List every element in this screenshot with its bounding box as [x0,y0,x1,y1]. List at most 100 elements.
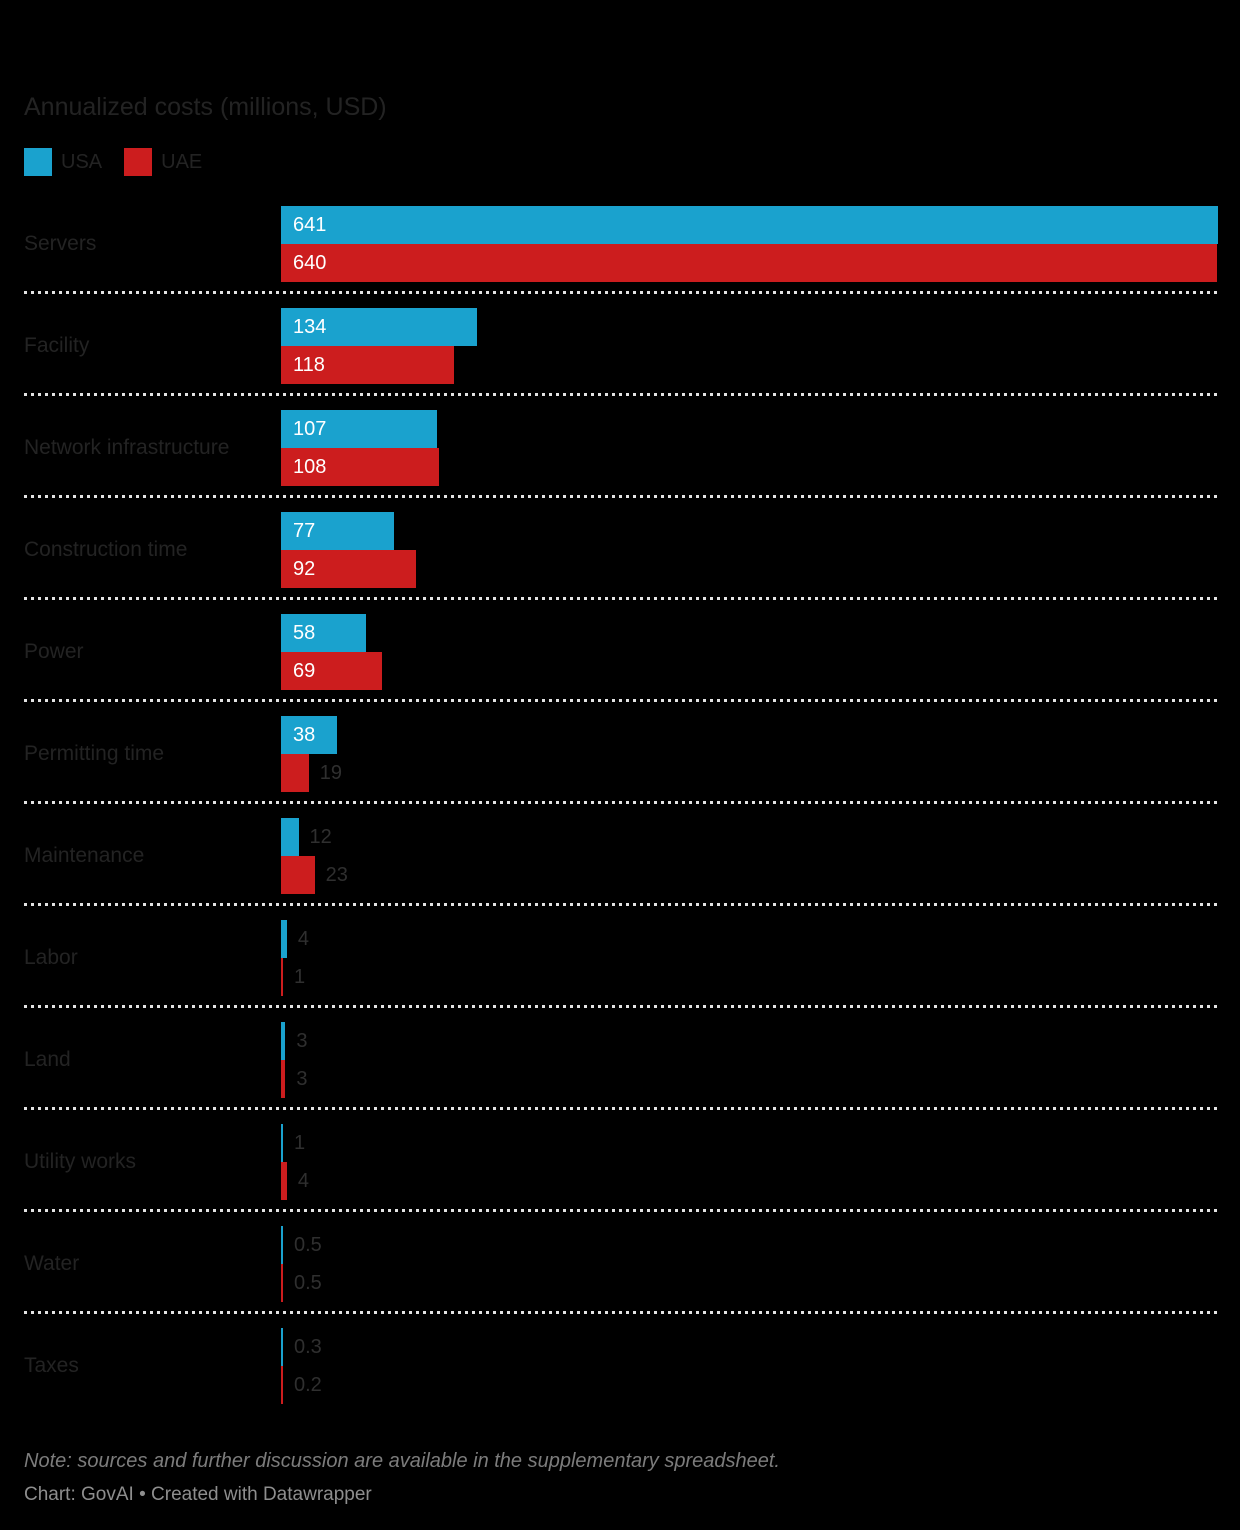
bar-value-label: 4 [297,928,309,950]
bar-track: 3 [281,1060,1218,1098]
bar-track: 23 [281,856,1218,894]
bar-value-label: 108 [293,456,327,478]
bar-track: 3 [281,1022,1218,1060]
bar-value-label: 4 [297,1170,309,1192]
category-row: Servers 641 640 [24,193,1218,295]
legend-item-usa: USA [24,148,102,176]
category-label: Servers [24,232,97,255]
bar-uae-land [281,1060,286,1098]
bar-track: 640 [281,244,1218,282]
category-row: Power 58 69 [24,601,1218,703]
chart-note: Note: sources and further discussion are… [24,1450,780,1472]
bar-value-label: 3 [296,1030,308,1052]
bar-usa-labor [281,920,287,958]
category-row: Permitting time 38 19 [24,703,1218,805]
bar-uae-water [281,1264,283,1302]
bar-track: 1 [281,1124,1218,1162]
bar-uae-servers: 640 [281,244,1217,282]
bar-value-label: 0.5 [294,1272,322,1294]
bar-value-label: 19 [319,762,343,784]
category-row: Taxes 0.3 0.2 [24,1315,1218,1417]
bar-value-label: 118 [293,354,325,376]
bar-value-label: 1 [294,1132,306,1154]
category-label: Permitting time [24,742,165,765]
bar-group: 58 69 [281,601,1218,703]
category-row: Utility works 1 4 [24,1111,1218,1213]
bar-uae-power: 69 [281,652,382,690]
bar-uae-labor [281,958,283,996]
bar-usa-land [281,1022,286,1060]
category-label: Maintenance [24,844,145,867]
legend-label: UAE [161,150,203,173]
bar-track: 641 [281,206,1218,244]
bar-value-label: 38 [293,724,316,746]
category-row: Network infrastructure 107 108 [24,397,1218,499]
bar-value-label: 69 [293,660,316,682]
legend-swatch-icon [124,148,153,176]
legend-label: USA [61,150,103,173]
bar-track: 4 [281,920,1218,958]
bar-track: 118 [281,346,1218,384]
category-row: Maintenance 12 23 [24,805,1218,907]
category-row: Land 3 3 [24,1009,1218,1111]
bar-track: 58 [281,614,1218,652]
chart-title: Annualized costs (millions, USD) [24,93,387,121]
bar-usa-permitting-time: 38 [281,716,337,754]
bar-value-label: 640 [293,252,327,274]
bar-value-label: 77 [293,520,316,542]
bar-group: 0.5 0.5 [281,1213,1218,1315]
category-row: Facility 134 118 [24,295,1218,397]
chart-byline: Chart: GovAI • Created with Datawrapper [24,1484,372,1505]
bar-uae-taxes [281,1366,283,1404]
bar-value-label: 58 [293,622,316,644]
bar-uae-facility: 118 [281,346,454,384]
bar-group: 12 23 [281,805,1218,907]
bar-uae-permitting-time [281,754,309,792]
bar-track: 0.5 [281,1264,1218,1302]
bar-track: 107 [281,410,1218,448]
bar-group: 0.3 0.2 [281,1315,1218,1417]
bar-value-label: 0.3 [294,1336,322,1358]
bar-value-label: 0.2 [294,1374,322,1396]
bar-track: 77 [281,512,1218,550]
bar-usa-maintenance [281,818,299,856]
bar-group: 77 92 [281,499,1218,601]
bar-uae-maintenance [281,856,315,894]
category-label: Facility [24,334,90,357]
bar-track: 4 [281,1162,1218,1200]
category-label: Construction time [24,538,188,561]
bar-track: 134 [281,308,1218,346]
bar-group: 38 19 [281,703,1218,805]
category-row: Labor 4 1 [24,907,1218,1009]
bar-value-label: 0.5 [294,1234,322,1256]
bar-group: 107 108 [281,397,1218,499]
bar-track: 19 [281,754,1218,792]
category-label: Taxes [24,1354,79,1377]
bar-track: 38 [281,716,1218,754]
bar-uae-utility-works [281,1162,287,1200]
bar-track: 1 [281,958,1218,996]
bar-value-label: 92 [293,558,316,580]
bar-track: 69 [281,652,1218,690]
category-label: Labor [24,946,78,969]
bar-value-label: 1 [294,966,306,988]
bar-track: 92 [281,550,1218,588]
category-label: Power [24,640,84,663]
bar-track: 0.5 [281,1226,1218,1264]
rows: Servers 641 640 Facility 134 118 Network infra… [24,193,1218,1417]
bar-value-label: 134 [293,316,327,338]
bar-track: 0.2 [281,1366,1218,1404]
bar-uae-construction-time: 92 [281,550,416,588]
bar-usa-utility-works [281,1124,283,1162]
bar-group: 641 640 [281,193,1218,295]
bar-value-label: 3 [296,1068,308,1090]
category-row: Construction time 77 92 [24,499,1218,601]
legend: USA UAE [24,148,1218,176]
bar-usa-construction-time: 77 [281,512,394,550]
bar-usa-network-infrastructure: 107 [281,410,438,448]
bar-usa-facility: 134 [281,308,477,346]
bar-usa-servers: 641 [281,206,1218,244]
